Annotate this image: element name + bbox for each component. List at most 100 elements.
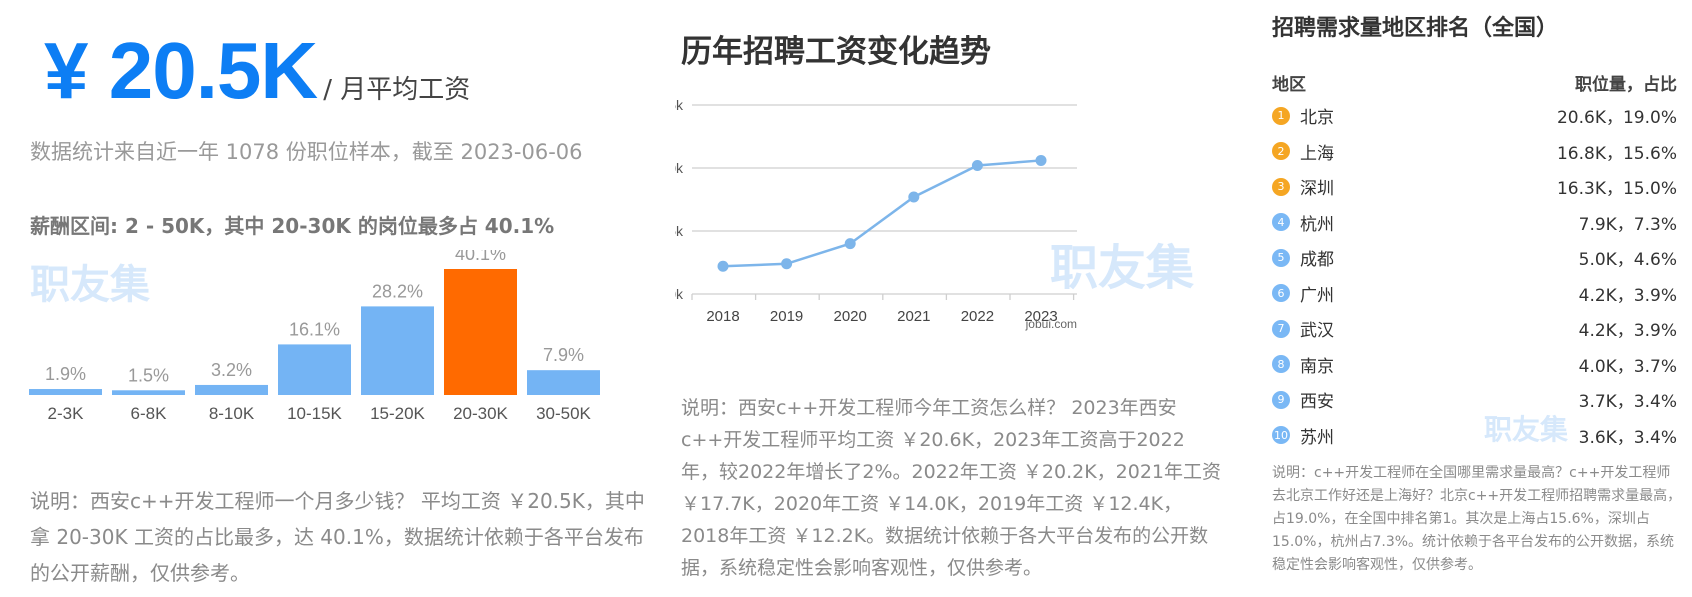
ranking-description: 说明：c++开发工程师在全国哪里需求量最高？c++开发工程师去北京工作好还是上海… (1272, 465, 1682, 573)
rank-value: 5.0K，4.6% (1578, 250, 1677, 271)
rank-badge: 1 (1272, 106, 1290, 125)
bar-value-label: 40.1% (455, 250, 506, 264)
bar-value-label: 28.2% (372, 281, 423, 301)
x-tick-label: 2023 (1024, 308, 1057, 325)
ranking-row: 8 南京 4.0K，3.7% (1272, 347, 1677, 383)
rank-value: 4.2K，3.9% (1578, 321, 1677, 342)
y-tick-label: 10k (675, 286, 684, 302)
x-tick-label: 2021 (897, 308, 930, 325)
ranking-panel: 招聘需求量地区排名（全国） 地区 职位量，占比 1 北京 20.6K，19.0% 2 上… (1262, 0, 1692, 597)
salary-description: 说明：西安c++开发工程师一个月多少钱？ 平均工资 ￥20.5K，其中拿 20-… (30, 489, 645, 585)
bar-category-label: 30-50K (536, 404, 591, 423)
y-tick-label: 25k (675, 97, 684, 113)
ranking-row: 4 杭州 7.9K，7.3% (1272, 205, 1677, 241)
salary-trend-chart: 10k 15k 20k 25k 2018 2019 2020 2021 2022 2023jobu… (675, 97, 1077, 331)
salary-bar (527, 370, 600, 395)
rank-value: 3.7K，3.4% (1578, 392, 1677, 413)
bar-category-label: 15-20K (370, 404, 425, 423)
ranking-list: 1 北京 20.6K，19.0% 2 上海 16.8K，15.6% 3 深圳 16.3K，15.… (1272, 98, 1677, 453)
rank-city: 北京 (1300, 108, 1334, 129)
ranking-title: 招聘需求量地区排名（全国） (1272, 16, 1559, 41)
sample-note: 数据统计来自近一年 1078 份职位样本，截至 2023-06-06 (30, 140, 583, 164)
bar-category-label: 2-3K (48, 404, 85, 423)
source-label: jobui.com (1025, 317, 1077, 331)
bar-value-label: 16.1% (289, 319, 340, 339)
trend-point (908, 191, 920, 203)
rank-badge: 6 (1272, 284, 1290, 303)
region-column-header: 地区 (1272, 75, 1306, 95)
rank-city: 武汉 (1300, 321, 1334, 342)
salary-bar (195, 384, 268, 395)
salary-bar (29, 389, 102, 395)
bar-value-label: 7.9% (543, 345, 584, 365)
rank-badge: 3 (1272, 177, 1290, 196)
bar-value-label: 1.5% (128, 365, 169, 385)
trend-description: 说明：西安c++开发工程师今年工资怎么样？ 2023年西安c++开发工程师平均工… (681, 397, 1222, 579)
watermark-logo: 职友集 (30, 262, 150, 308)
ranking-row: 7 武汉 4.2K，3.9% (1272, 311, 1677, 347)
rank-city: 南京 (1300, 356, 1334, 377)
trend-line (722, 159, 1042, 268)
rank-badge: 8 (1272, 355, 1290, 374)
x-tick-label: 2019 (770, 308, 803, 325)
trend-point (717, 260, 729, 272)
salary-bar (361, 306, 434, 395)
bar-category-label: 10-15K (287, 404, 342, 423)
rank-city: 成都 (1300, 250, 1334, 271)
bar-category-label: 20-30K (453, 404, 508, 423)
rank-city: 西安 (1300, 392, 1334, 413)
rank-value: 7.9K，7.3% (1578, 214, 1677, 235)
rank-badge: 4 (1272, 213, 1290, 232)
rank-city: 广州 (1300, 285, 1334, 306)
average-salary-unit: / 月平均工资 (323, 75, 471, 105)
trend-panel: 历年招聘工资变化趋势 职友集 10k 15k 20k 25k 2018 2019 2020 2… (675, 0, 1235, 597)
x-tick-label: 2022 (961, 308, 994, 325)
rank-value: 16.8K，15.6% (1556, 143, 1677, 164)
x-tick-label: 2020 (834, 308, 867, 325)
ranking-row: 2 上海 16.8K，15.6% (1272, 134, 1677, 170)
trend-point (1035, 154, 1047, 166)
rank-city: 苏州 (1300, 427, 1334, 448)
rank-value: 4.0K，3.7% (1578, 356, 1677, 377)
trend-point (971, 159, 983, 171)
salary-headline: ¥ 20.5K / 月平均工资 (44, 28, 470, 114)
salary-bar (112, 390, 185, 395)
rank-value: 16.3K，15.0% (1556, 179, 1677, 200)
watermark-logo: 职友集 (1050, 240, 1195, 296)
rank-badge: 10 (1272, 426, 1290, 445)
rank-value: 3.6K，3.4% (1578, 427, 1677, 448)
bar-category-label: 6-8K (131, 404, 168, 423)
trend-point (781, 258, 793, 270)
y-tick-label: 20k (675, 160, 684, 176)
average-salary-value: ¥ 20.5K (44, 26, 318, 115)
bar-category-label: 8-10K (209, 404, 255, 423)
ranking-row: 1 北京 20.6K，19.0% (1272, 98, 1677, 134)
salary-range-summary: 薪酬区间: 2 - 50K，其中 20-30K 的岗位最多占 40.1% (30, 214, 555, 238)
salary-distribution-chart: 1.9% 2-3K 1.5% 6-8K 3.2% 8-10K 16.1% 10-15K 28.2… (29, 250, 600, 423)
rank-badge: 5 (1272, 248, 1290, 267)
rank-badge: 7 (1272, 319, 1290, 338)
rank-city: 杭州 (1300, 214, 1334, 235)
bar-value-label: 3.2% (211, 360, 252, 380)
ranking-row: 9 西安 3.7K，3.4% (1272, 382, 1677, 418)
ranking-header: 地区 职位量，占比 (1272, 70, 1677, 95)
trend-title: 历年招聘工资变化趋势 (681, 34, 991, 70)
ranking-row: 10 苏州 3.6K，3.4% (1272, 418, 1677, 454)
ranking-row: 5 成都 5.0K，4.6% (1272, 240, 1677, 276)
value-column-header: 职位量，占比 (1575, 75, 1677, 95)
bar-value-label: 1.9% (45, 364, 86, 384)
rank-badge: 9 (1272, 390, 1290, 409)
salary-bar (444, 269, 517, 395)
rank-city: 上海 (1300, 143, 1334, 164)
salary-panel: ¥ 20.5K / 月平均工资 数据统计来自近一年 1078 份职位样本，截至 … (0, 0, 660, 597)
salary-bar (278, 344, 351, 395)
rank-value: 4.2K，3.9% (1578, 285, 1677, 306)
y-tick-label: 15k (675, 223, 684, 239)
ranking-row: 6 广州 4.2K，3.9% (1272, 276, 1677, 312)
rank-value: 20.6K，19.0% (1556, 108, 1677, 129)
watermark-logo: 职友集 (1484, 413, 1569, 446)
rank-badge: 2 (1272, 142, 1290, 161)
trend-point (844, 238, 856, 250)
x-tick-label: 2018 (706, 308, 739, 325)
ranking-row: 3 深圳 16.3K，15.0% (1272, 169, 1677, 205)
